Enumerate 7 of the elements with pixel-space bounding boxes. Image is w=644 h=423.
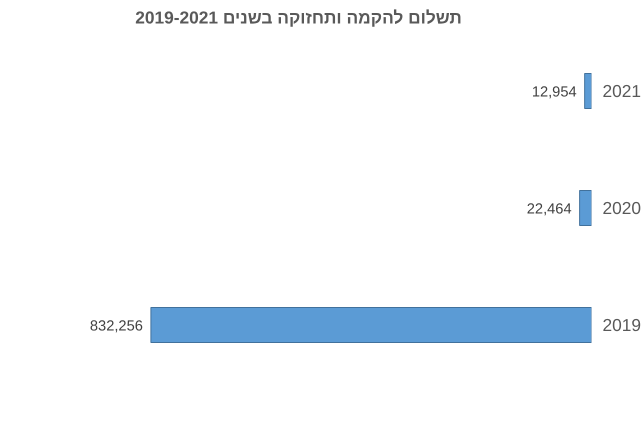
chart-title: תשלום להקמה ותחזוקה בשנים 2019-2021 <box>135 8 462 28</box>
data-label: 832,256 <box>90 318 143 334</box>
y-tick-label: 2019 <box>602 315 642 335</box>
y-tick-label: 2020 <box>602 198 642 218</box>
data-label: 12,954 <box>532 84 577 100</box>
data-label: 22,464 <box>526 202 572 218</box>
y-tick-label: 2021 <box>602 81 642 101</box>
